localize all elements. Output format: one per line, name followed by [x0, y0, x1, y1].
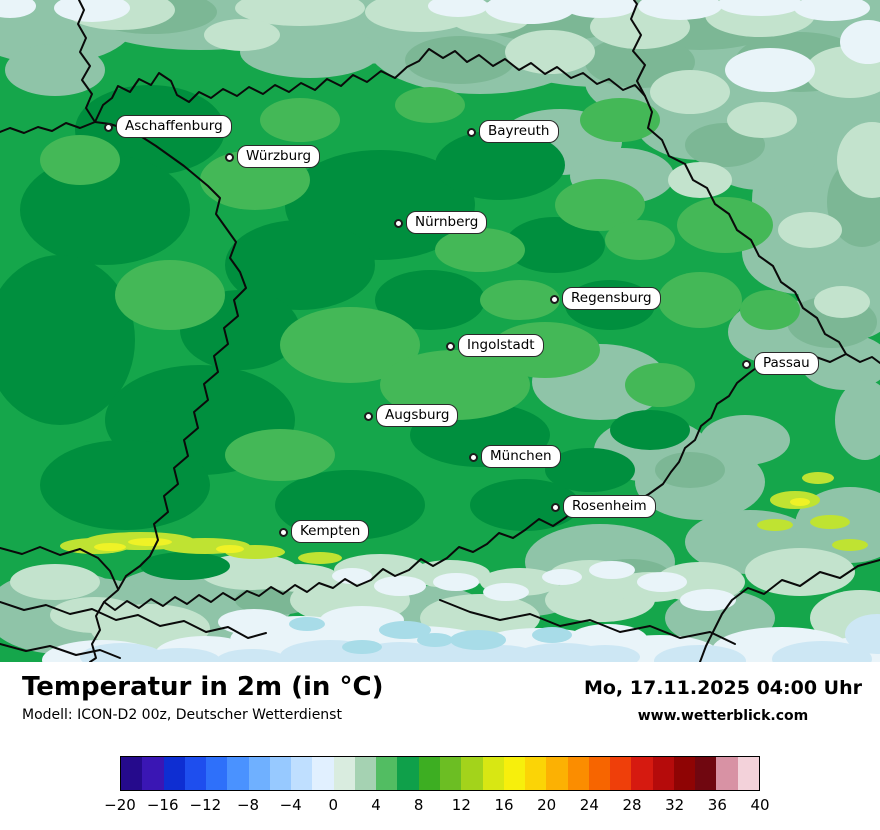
map-title: Temperatur in 2m (in °C): [22, 672, 384, 702]
legend-color-segment: [673, 757, 696, 790]
city-label: Augsburg: [376, 404, 459, 427]
city-dot-icon: [364, 412, 373, 421]
legend-color-segment: [269, 757, 292, 790]
city-layer: Aschaffenburg Würzburg Bayreuth Nürnberg Reg…: [104, 115, 819, 543]
legend-color-segment: [461, 757, 483, 790]
temperature-map: [0, 0, 880, 662]
legend-color-segment: [525, 757, 547, 790]
city-label: Ingolstadt: [458, 334, 544, 357]
legend-color-segment: [333, 757, 355, 790]
legend-color-segment: [503, 757, 526, 790]
legend-color-segment: [482, 757, 504, 790]
legend-color-segment: [184, 757, 207, 790]
city-dot-icon: [467, 128, 476, 137]
legend-color-segment: [142, 757, 164, 790]
legend-tick-label: 36: [707, 796, 727, 814]
city-dot-icon: [225, 153, 234, 162]
legend-color-segment: [631, 757, 653, 790]
terrain-layer-yellow: [94, 498, 810, 553]
city-label: Bayreuth: [479, 120, 559, 143]
legend-color-segment: [716, 757, 738, 790]
legend-tick-label: 16: [494, 796, 514, 814]
city-label: Rosenheim: [563, 495, 656, 518]
legend-tick-row: −20 −16 −12 −8 −4 0 4 8 12 16 20 24 28 32 36 40: [104, 796, 769, 816]
map-datetime: Mo, 17.11.2025 04:00 Uhr: [583, 677, 862, 699]
city-label: Regensburg: [562, 287, 661, 310]
legend-tick-label: −16: [146, 796, 179, 814]
terrain-layer-light-green: [40, 87, 800, 481]
legend-tick-label: 32: [665, 796, 685, 814]
legend-tick-label: −8: [236, 796, 260, 814]
legend-tick-label: 28: [622, 796, 642, 814]
legend-tick-label: −4: [279, 796, 302, 814]
legend-color-segment: [546, 757, 568, 790]
legend-tick-label: −12: [189, 796, 222, 814]
model-info: Modell: ICON-D2 00z, Deutscher Wetterdie…: [22, 707, 342, 723]
map-area: Aschaffenburg Würzburg Bayreuth Nürnberg Reg…: [0, 0, 880, 662]
legend-color-segment: [206, 757, 228, 790]
legend-color-segment: [312, 757, 334, 790]
legend-colorbar: [120, 756, 760, 791]
legend-color-segment: [567, 757, 589, 790]
legend-color-segment: [588, 757, 611, 790]
website-label: www.wetterblick.com: [637, 708, 809, 724]
legend-color-segment: [248, 757, 270, 790]
city-dot-icon: [279, 528, 288, 537]
city-label: Nürnberg: [406, 211, 488, 234]
city-dot-icon: [742, 360, 751, 369]
legend-tick-label: 12: [451, 796, 471, 814]
legend-color-segment: [439, 757, 462, 790]
city-dot-icon: [104, 123, 113, 132]
legend-color-segment: [695, 757, 717, 790]
city-dot-icon: [469, 453, 478, 462]
footer-right-column: Mo, 17.11.2025 04:00 Uhr www.wetterblick…: [584, 672, 862, 724]
terrain-layer-cyan: [289, 617, 572, 654]
legend-tick-label: 4: [371, 796, 381, 814]
legend-tick-label: 8: [413, 796, 424, 814]
city-dot-icon: [551, 503, 560, 512]
city-dot-icon: [446, 342, 455, 351]
legend-tick-label: 0: [328, 796, 339, 814]
legend-color-segment: [291, 757, 313, 790]
legend-tick-label: 24: [579, 796, 599, 814]
legend-color-segment: [354, 757, 377, 790]
city-label: Aschaffenburg: [116, 115, 232, 138]
city-label: Würzburg: [237, 145, 321, 168]
legend-tick-label: −20: [104, 796, 136, 814]
legend-tick-label: 20: [537, 796, 557, 814]
city-label: München: [481, 445, 561, 468]
legend-color-segment: [652, 757, 674, 790]
city-dot-icon: [394, 219, 403, 228]
legend-color-segment: [737, 757, 759, 790]
legend-color-segment: [610, 757, 632, 790]
legend-color-segment: [376, 757, 398, 790]
city-label: Passau: [754, 352, 819, 375]
footer-left-column: Temperatur in 2m (in °C) Modell: ICON-D2…: [22, 672, 383, 723]
city-dot-icon: [550, 295, 559, 304]
legend-color-segment: [227, 757, 249, 790]
legend-tick-label: 40: [750, 796, 770, 814]
map-footer: Temperatur in 2m (in °C) Modell: ICON-D2…: [0, 662, 880, 830]
temperature-legend: −20 −16 −12 −8 −4 0 4 8 12 16 20 24 28 32 36 40: [104, 756, 770, 816]
legend-color-segment: [121, 757, 143, 790]
city-label: Kempten: [291, 520, 370, 543]
legend-color-segment: [418, 757, 440, 790]
footer-text-row: Temperatur in 2m (in °C) Modell: ICON-D2…: [0, 662, 880, 724]
border-lines: [0, 0, 880, 662]
legend-color-segment: [163, 757, 185, 790]
legend-color-segment: [397, 757, 419, 790]
